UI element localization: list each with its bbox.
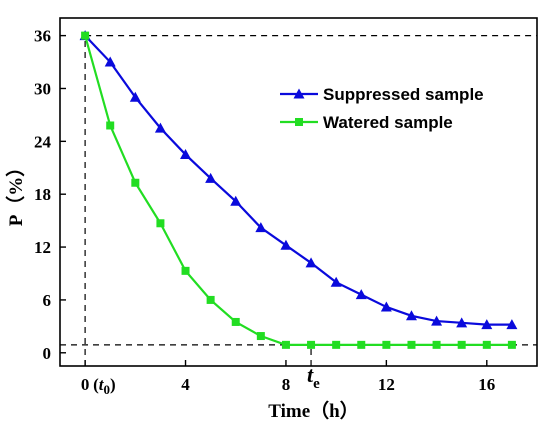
axis-ticks bbox=[60, 34, 488, 366]
data-point bbox=[457, 340, 466, 349]
data-point bbox=[81, 31, 90, 40]
data-point bbox=[332, 340, 341, 349]
series-line-1 bbox=[84, 35, 512, 346]
series-layer bbox=[79, 30, 518, 349]
data-point bbox=[180, 149, 192, 160]
data-point bbox=[382, 340, 391, 349]
data-point bbox=[357, 340, 366, 349]
data-point bbox=[129, 91, 141, 102]
data-point bbox=[181, 266, 190, 275]
t0-label: (t0) bbox=[93, 375, 116, 397]
y-tick-label-2: 12 bbox=[34, 238, 51, 257]
data-point bbox=[307, 340, 316, 349]
data-point bbox=[432, 340, 441, 349]
data-point bbox=[131, 178, 140, 187]
y-tick-label-0: 0 bbox=[43, 344, 52, 363]
legend-marker-0 bbox=[293, 88, 305, 99]
data-point bbox=[256, 332, 265, 341]
data-point bbox=[507, 340, 516, 349]
data-point bbox=[281, 340, 290, 349]
data-point bbox=[255, 222, 267, 233]
series-line-0 bbox=[84, 34, 512, 326]
x-tick-label-0: 0 bbox=[81, 375, 90, 394]
y-tick-label-5: 30 bbox=[34, 79, 51, 98]
data-point bbox=[206, 295, 215, 304]
legend: Suppressed sample Watered sample bbox=[280, 85, 484, 132]
data-point bbox=[156, 219, 165, 228]
data-point bbox=[482, 340, 491, 349]
data-point bbox=[506, 319, 518, 330]
data-point bbox=[280, 239, 292, 250]
series-0 bbox=[79, 30, 518, 330]
te-label: te bbox=[307, 362, 320, 392]
plot-frame bbox=[59, 17, 538, 367]
x-tick-label-2: 8 bbox=[282, 375, 291, 394]
y-tick-label-3: 18 bbox=[34, 185, 51, 204]
tick-labels: 0 4 8 12 16 0 6 12 18 24 30 36 bbox=[34, 27, 495, 394]
legend-marker-1 bbox=[295, 118, 303, 126]
x-tick-label-3: 12 bbox=[378, 375, 395, 394]
data-point bbox=[106, 121, 115, 130]
y-tick-label-4: 24 bbox=[34, 132, 52, 151]
data-point bbox=[305, 257, 317, 268]
data-point bbox=[355, 289, 367, 300]
data-point bbox=[205, 172, 217, 183]
data-point bbox=[230, 195, 242, 206]
legend-label-0: Suppressed sample bbox=[323, 85, 484, 104]
y-tick-label-6: 36 bbox=[34, 27, 51, 46]
data-point bbox=[154, 122, 166, 133]
data-point bbox=[456, 317, 468, 328]
x-axis-title: Time（h） bbox=[268, 399, 358, 422]
x-tick-label-4: 16 bbox=[478, 375, 495, 394]
data-point bbox=[481, 319, 493, 330]
series-1 bbox=[81, 31, 516, 349]
x-tick-label-1: 4 bbox=[181, 375, 190, 394]
data-point bbox=[380, 301, 392, 312]
data-point bbox=[407, 340, 416, 349]
data-point bbox=[431, 315, 443, 326]
data-point bbox=[405, 310, 417, 321]
data-point bbox=[104, 56, 116, 67]
y-tick-label-1: 6 bbox=[43, 291, 52, 310]
legend-label-1: Watered sample bbox=[323, 113, 453, 132]
y-axis-title: P（%） bbox=[4, 158, 27, 227]
annotations: (t0) te bbox=[93, 362, 320, 397]
data-point bbox=[231, 317, 240, 326]
data-point bbox=[330, 276, 342, 287]
